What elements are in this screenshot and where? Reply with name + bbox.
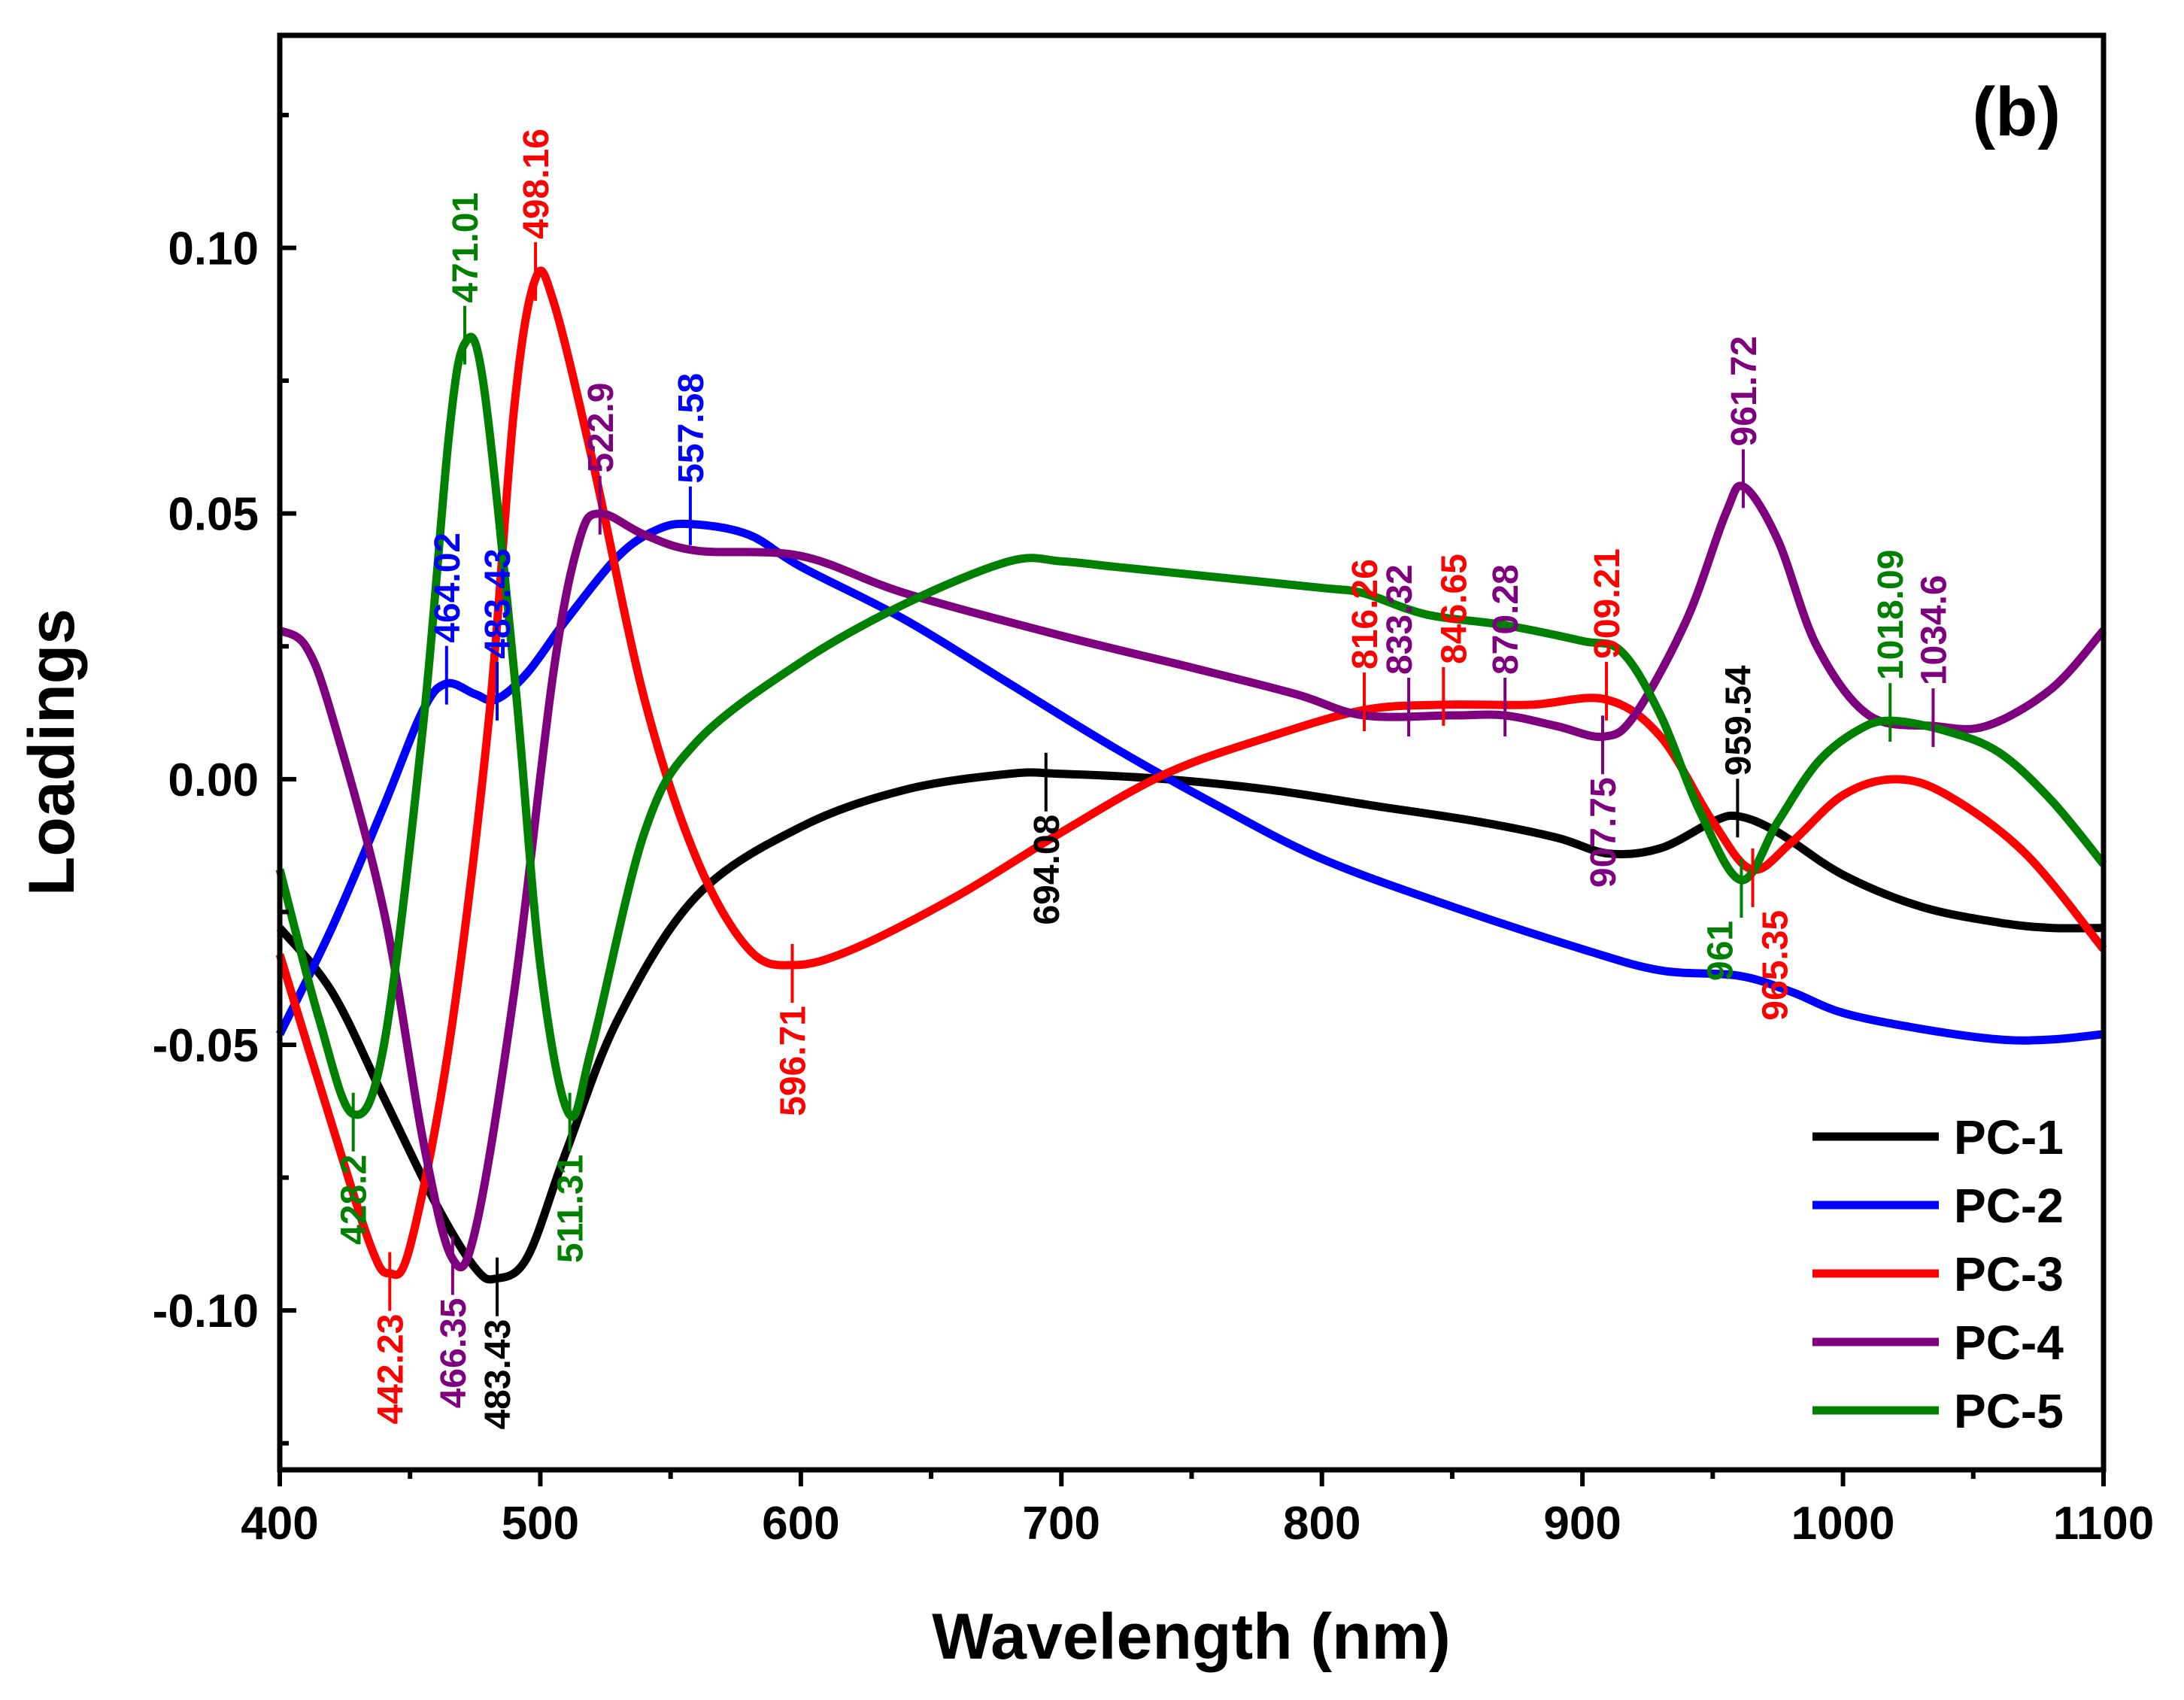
- annotation-label: 596.71: [773, 1006, 813, 1116]
- legend-label-pc-1: PC-1: [1954, 1110, 2064, 1164]
- series-line-pc-4: [278, 481, 2107, 1272]
- annotation-label: 464.02: [428, 533, 468, 643]
- x-tick-label: 600: [762, 1498, 839, 1550]
- annotation-label: 557.58: [672, 373, 711, 484]
- y-tick-label: -0.10: [153, 1286, 259, 1337]
- annotation-label: 959.54: [1718, 665, 1758, 776]
- x-tick-label: 900: [1543, 1498, 1621, 1550]
- y-tick-label: 0.00: [168, 754, 259, 806]
- legend-label-pc-3: PC-3: [1954, 1247, 2064, 1301]
- series-line-pc-5: [275, 332, 2107, 1121]
- annotation-label: 907.75: [1584, 777, 1624, 888]
- annotation-label: 816.26: [1345, 559, 1385, 669]
- annotation-label: 870.28: [1486, 564, 1526, 675]
- annotation-label: 428.2: [335, 1155, 375, 1245]
- annotation-label: 965.35: [1756, 910, 1796, 1021]
- y-axis-title: Loadings: [16, 609, 88, 896]
- annotation-label: 483.43: [478, 1319, 518, 1430]
- x-tick-label: 1000: [1791, 1498, 1895, 1550]
- annotation-label: 442.23: [371, 1314, 411, 1425]
- y-tick-label: 0.05: [168, 489, 259, 541]
- x-tick-label: 500: [502, 1498, 579, 1550]
- annotation-label: 471.01: [446, 193, 486, 303]
- x-tick-label: 1100: [2053, 1498, 2155, 1550]
- x-tick-label: 400: [241, 1498, 318, 1550]
- annotation-label: 694.08: [1027, 815, 1067, 925]
- annotation-label: 909.21: [1588, 548, 1627, 659]
- annotation-label: 466.35: [434, 1298, 474, 1408]
- series-line-pc-3: [275, 266, 2107, 1280]
- y-tick-label: -0.05: [153, 1020, 259, 1072]
- annotation-label: 1018.09: [1871, 550, 1911, 681]
- x-tick-label: 800: [1283, 1498, 1360, 1550]
- series-line-pc-2: [276, 519, 2104, 1045]
- annotation-label: 846.65: [1434, 554, 1474, 664]
- legend: PC-1 PC-2 PC-3 PC-4 PC-5: [1812, 1110, 2064, 1438]
- annotation-label: 961.72: [1724, 336, 1764, 447]
- legend-label-pc-2: PC-2: [1954, 1179, 2064, 1233]
- series-layer: [275, 266, 2107, 1284]
- legend-label-pc-5: PC-5: [1954, 1384, 2064, 1438]
- legend-label-pc-4: PC-4: [1954, 1316, 2064, 1370]
- axis-ticks: 400 500 600 700 800 900 1000 1100 -0.10 -0.05 0.00…: [153, 112, 2155, 1550]
- annotation-label: 483.43: [478, 548, 518, 659]
- series-line-pc-1: [276, 768, 2104, 1284]
- annotation-label: 833.32: [1380, 564, 1420, 675]
- annotation-label: 1034.6: [1914, 575, 1954, 685]
- annotation-label: 498.16: [517, 129, 557, 239]
- annotation-label: 522.9: [581, 383, 621, 473]
- x-axis-title: Wavelength (nm): [932, 1601, 1451, 1673]
- panel-label: (b): [1973, 74, 2061, 150]
- annotation-label: 961: [1700, 921, 1740, 981]
- x-tick-label: 700: [1023, 1498, 1100, 1550]
- annotation-label: 511.31: [551, 1155, 591, 1263]
- y-tick-label: 0.10: [168, 223, 259, 275]
